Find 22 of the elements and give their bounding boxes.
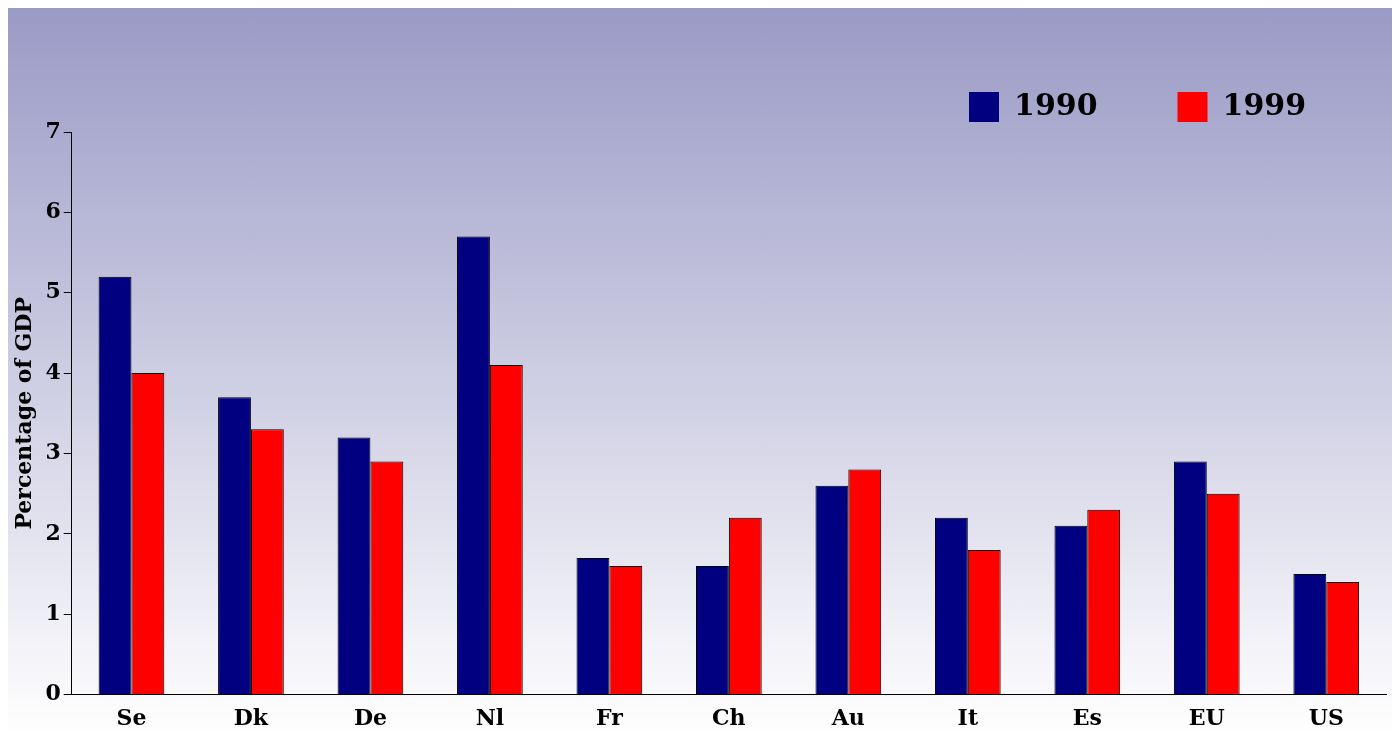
y-axis-title: Percentage of GDP bbox=[9, 297, 36, 530]
y-tick-label: 3 bbox=[45, 438, 61, 465]
x-tick-label: Dk bbox=[233, 703, 269, 730]
legend-label: 1999 bbox=[1222, 86, 1306, 122]
y-tick-label: 1 bbox=[45, 598, 61, 625]
x-tick-label: Nl bbox=[475, 703, 505, 730]
x-tick-label: De bbox=[353, 703, 387, 730]
x-tick-label: Fr bbox=[595, 703, 624, 730]
y-tick-label: 0 bbox=[45, 679, 61, 706]
x-tick-label: EU bbox=[1188, 703, 1225, 730]
x-tick-label: Au bbox=[830, 703, 865, 730]
x-tick-label: Ch bbox=[712, 703, 746, 730]
x-tick-label: Es bbox=[1072, 703, 1102, 730]
legend-label: 1990 bbox=[1014, 86, 1098, 122]
y-tick-label: 5 bbox=[45, 277, 61, 304]
y-tick-label: 4 bbox=[45, 357, 61, 384]
x-tick-label: Se bbox=[116, 703, 147, 730]
x-tick-label: US bbox=[1308, 703, 1344, 730]
y-tick-label: 2 bbox=[45, 518, 61, 545]
x-tick-label: It bbox=[957, 703, 979, 730]
y-tick-label: 6 bbox=[45, 197, 61, 224]
y-tick-label: 7 bbox=[45, 116, 61, 143]
